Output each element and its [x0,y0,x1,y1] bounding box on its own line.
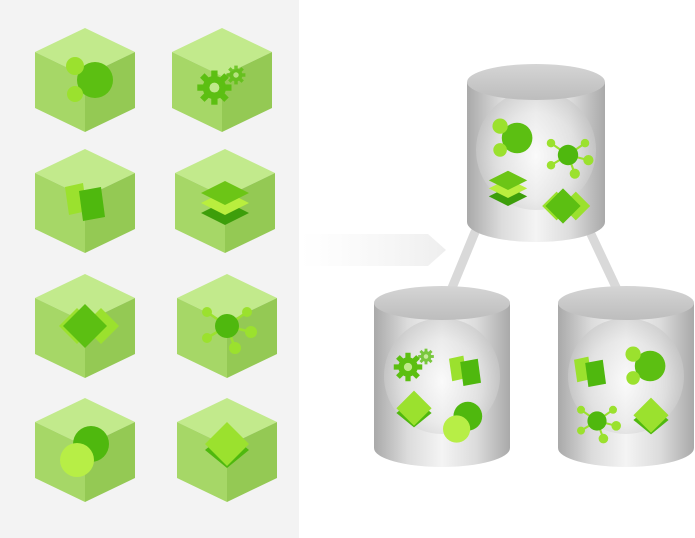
cube-network [177,274,277,378]
cube-grid [35,28,277,502]
cube-stacked-diamond [177,398,277,502]
database-bottom-left [374,286,510,467]
database-top [467,64,605,242]
cube-cards [35,149,135,253]
arrow-right-icon [300,234,446,266]
cube-diamonds [35,274,135,378]
cube-layers [175,149,275,253]
cube-bubbles [35,28,135,132]
database-bottom-right [558,286,694,467]
cube-gears [172,28,272,132]
cube-circles [35,398,135,502]
